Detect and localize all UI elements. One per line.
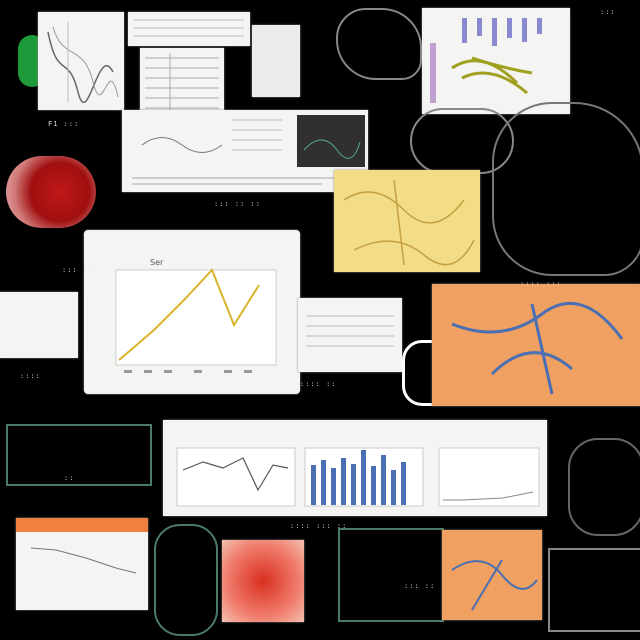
orange-network-card	[432, 284, 640, 406]
label-7: :::: ::: ::	[290, 522, 348, 530]
text-card-center-right	[298, 298, 402, 372]
yellow-texture-card	[334, 170, 480, 272]
red-cell-figure	[6, 156, 96, 228]
green-mesh-bottom	[154, 524, 218, 636]
green-mesh-left	[6, 424, 152, 486]
figure-card-top-center	[128, 12, 250, 46]
main-chart-card: Ser	[84, 230, 300, 394]
label-8: ::: ::	[404, 582, 436, 590]
mesh-figure-right-2	[492, 102, 640, 276]
label-3: ::: ::	[62, 266, 94, 274]
label-9: :::	[600, 8, 616, 16]
green-mesh-bottom-right	[338, 528, 444, 622]
figure-card-top-center-right	[252, 25, 300, 97]
label-1: F1 :::	[48, 120, 80, 128]
label-6: ::	[64, 474, 75, 482]
mesh-figure-top	[336, 8, 422, 80]
label-5: :::: ::	[300, 380, 337, 388]
main-chart-title: Ser	[150, 258, 164, 267]
document-card-center	[122, 110, 368, 192]
small-text-card-left	[0, 292, 78, 358]
orange-network-card-small	[442, 530, 542, 620]
label-10: :::: :::	[520, 280, 562, 288]
green-mesh-right	[568, 438, 640, 536]
label-2: ::: :: ::	[214, 200, 261, 208]
multi-chart-card	[163, 420, 547, 516]
bar-and-plant-card	[422, 8, 570, 114]
label-4: ::::	[20, 372, 41, 380]
figure-card-top-left	[38, 12, 124, 110]
main-chart-plot	[115, 268, 277, 373]
gray-figure-bottom-right	[548, 548, 640, 632]
line-sketch	[47, 22, 119, 103]
red-flower-card	[222, 540, 304, 622]
orange-line-chart-card	[16, 518, 148, 610]
